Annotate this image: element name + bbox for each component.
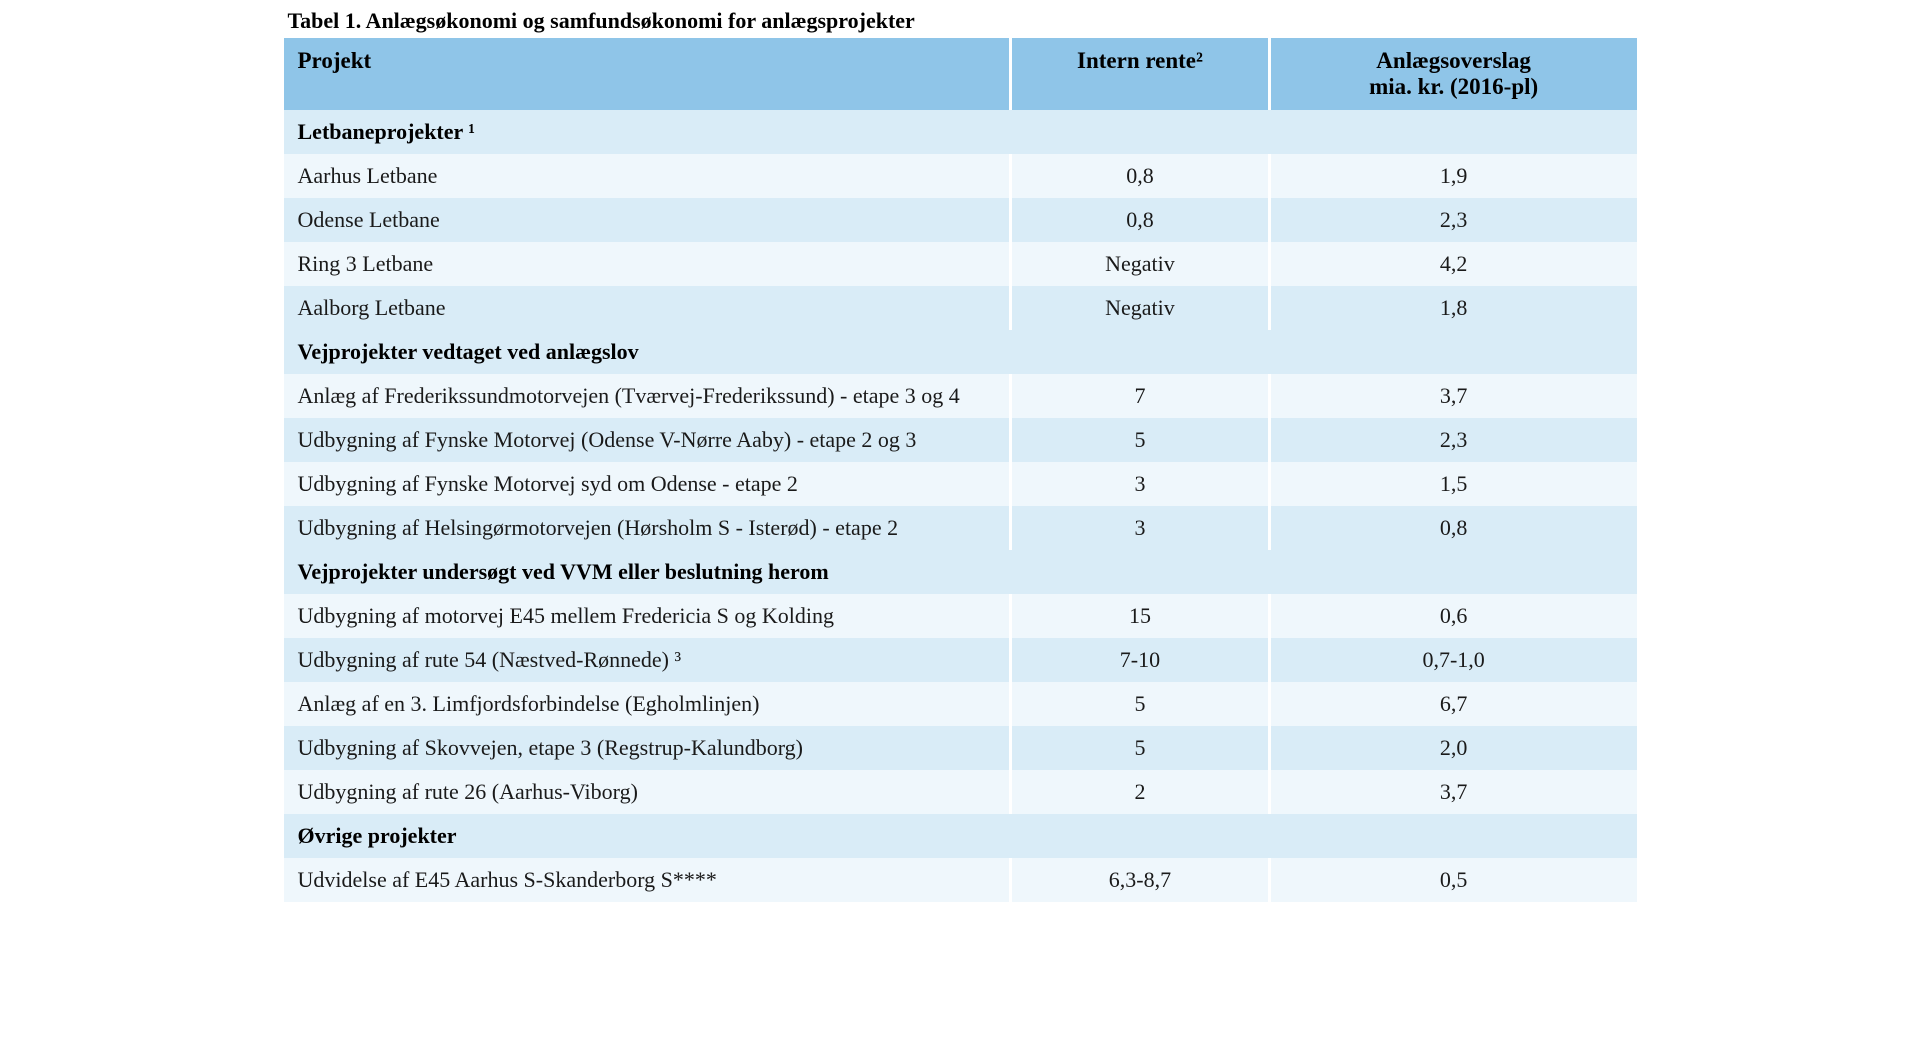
table-row: Udbygning af motorvej E45 mellem Frederi…	[284, 594, 1637, 638]
section-title: Øvrige projekter	[284, 814, 1637, 858]
cell-rente: 3	[1011, 506, 1270, 550]
table-row: Anlæg af en 3. Limfjordsforbindelse (Egh…	[284, 682, 1637, 726]
cell-rente: 2	[1011, 770, 1270, 814]
section-title: Vejprojekter undersøgt ved VVM eller bes…	[284, 550, 1637, 594]
cell-overslag: 3,7	[1269, 770, 1636, 814]
table-row: Udbygning af rute 54 (Næstved-Rønnede) ³…	[284, 638, 1637, 682]
table-row: Udbygning af Helsingørmotorvejen (Hørsho…	[284, 506, 1637, 550]
header-projekt: Projekt	[284, 38, 1011, 110]
cell-rente: 7	[1011, 374, 1270, 418]
cell-projekt: Udbygning af Helsingørmotorvejen (Hørsho…	[284, 506, 1011, 550]
section-header-row: Øvrige projekter	[284, 814, 1637, 858]
cell-projekt: Udbygning af Fynske Motorvej (Odense V-N…	[284, 418, 1011, 462]
cell-projekt: Udvidelse af E45 Aarhus S-Skanderborg S*…	[284, 858, 1011, 902]
cell-projekt: Aarhus Letbane	[284, 154, 1011, 198]
table-row: Udbygning af rute 26 (Aarhus-Viborg)23,7	[284, 770, 1637, 814]
table-row: Udbygning af Fynske Motorvej syd om Oden…	[284, 462, 1637, 506]
cell-rente: 15	[1011, 594, 1270, 638]
cell-rente: 0,8	[1011, 154, 1270, 198]
header-overslag-line2: mia. kr. (2016-pl)	[1369, 74, 1538, 99]
cell-rente: 6,3-8,7	[1011, 858, 1270, 902]
cell-rente: 7-10	[1011, 638, 1270, 682]
cell-overslag: 2,3	[1269, 418, 1636, 462]
cell-projekt: Udbygning af rute 26 (Aarhus-Viborg)	[284, 770, 1011, 814]
table-row: Odense Letbane0,82,3	[284, 198, 1637, 242]
cell-projekt: Aalborg Letbane	[284, 286, 1011, 330]
table-row: Anlæg af Frederikssundmotorvejen (Tværve…	[284, 374, 1637, 418]
cell-overslag: 6,7	[1269, 682, 1636, 726]
cell-rente: Negativ	[1011, 286, 1270, 330]
cell-projekt: Anlæg af Frederikssundmotorvejen (Tværve…	[284, 374, 1011, 418]
header-overslag: Anlægsoverslag mia. kr. (2016-pl)	[1269, 38, 1636, 110]
cell-overslag: 0,6	[1269, 594, 1636, 638]
cell-overslag: 0,8	[1269, 506, 1636, 550]
cell-projekt: Ring 3 Letbane	[284, 242, 1011, 286]
cell-overslag: 4,2	[1269, 242, 1636, 286]
table-row: Aarhus Letbane0,81,9	[284, 154, 1637, 198]
cell-projekt: Odense Letbane	[284, 198, 1011, 242]
cell-overslag: 2,0	[1269, 726, 1636, 770]
cell-projekt: Anlæg af en 3. Limfjordsforbindelse (Egh…	[284, 682, 1011, 726]
cell-rente: 5	[1011, 682, 1270, 726]
header-row: Projekt Intern rente² Anlægsoverslag mia…	[284, 38, 1637, 110]
cell-rente: 3	[1011, 462, 1270, 506]
cell-rente: 5	[1011, 726, 1270, 770]
cell-projekt: Udbygning af Skovvejen, etape 3 (Regstru…	[284, 726, 1011, 770]
section-header-row: Letbaneprojekter ¹	[284, 110, 1637, 154]
cell-projekt: Udbygning af rute 54 (Næstved-Rønnede) ³	[284, 638, 1011, 682]
cell-overslag: 1,9	[1269, 154, 1636, 198]
header-overslag-line1: Anlægsoverslag	[1376, 48, 1531, 73]
section-header-row: Vejprojekter undersøgt ved VVM eller bes…	[284, 550, 1637, 594]
cell-overslag: 1,8	[1269, 286, 1636, 330]
table-row: Aalborg LetbaneNegativ1,8	[284, 286, 1637, 330]
cell-overslag: 0,5	[1269, 858, 1636, 902]
table-row: Udvidelse af E45 Aarhus S-Skanderborg S*…	[284, 858, 1637, 902]
section-header-row: Vejprojekter vedtaget ved anlægslov	[284, 330, 1637, 374]
cell-rente: 5	[1011, 418, 1270, 462]
economy-table: Projekt Intern rente² Anlægsoverslag mia…	[284, 38, 1637, 902]
table-row: Ring 3 LetbaneNegativ4,2	[284, 242, 1637, 286]
table-row: Udbygning af Skovvejen, etape 3 (Regstru…	[284, 726, 1637, 770]
cell-overslag: 2,3	[1269, 198, 1636, 242]
cell-overslag: 1,5	[1269, 462, 1636, 506]
cell-overslag: 3,7	[1269, 374, 1636, 418]
header-rente: Intern rente²	[1011, 38, 1270, 110]
cell-rente: 0,8	[1011, 198, 1270, 242]
section-title: Vejprojekter vedtaget ved anlægslov	[284, 330, 1637, 374]
table-caption: Tabel 1. Anlægsøkonomi og samfundsøkonom…	[288, 8, 1637, 34]
table-row: Udbygning af Fynske Motorvej (Odense V-N…	[284, 418, 1637, 462]
section-title: Letbaneprojekter ¹	[284, 110, 1637, 154]
cell-rente: Negativ	[1011, 242, 1270, 286]
cell-projekt: Udbygning af motorvej E45 mellem Frederi…	[284, 594, 1011, 638]
cell-projekt: Udbygning af Fynske Motorvej syd om Oden…	[284, 462, 1011, 506]
cell-overslag: 0,7-1,0	[1269, 638, 1636, 682]
